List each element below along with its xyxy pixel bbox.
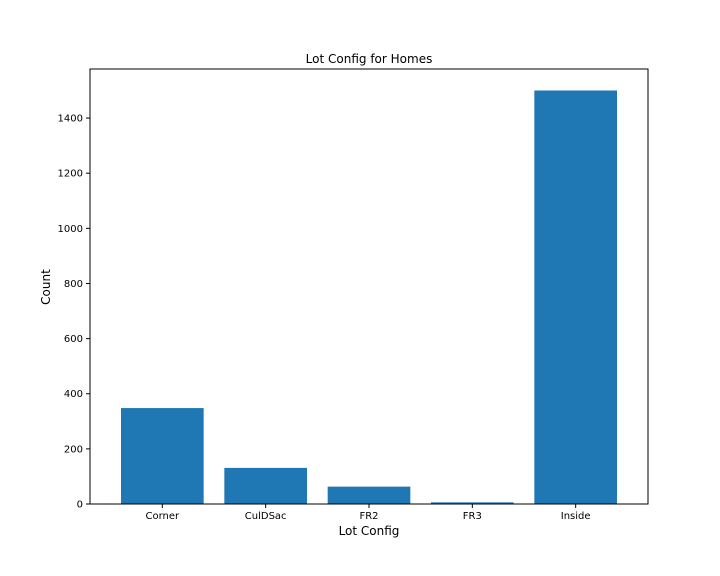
bar-culdsac	[224, 467, 307, 504]
x-axis: Corner CulDSac FR2 FR3 Inside	[146, 504, 591, 522]
x-tick-label-inside: Inside	[561, 511, 591, 522]
y-tick-label: 0	[77, 500, 83, 511]
bar-inside	[534, 90, 617, 505]
x-tick-label-fr3: FR3	[463, 511, 482, 522]
y-tick-label: 200	[64, 444, 83, 455]
y-axis-label: Count	[39, 269, 53, 305]
y-tick-label: 1400	[58, 114, 83, 125]
x-axis-label: Lot Config	[339, 524, 400, 538]
bar-fr2	[327, 486, 411, 504]
chart-title: Lot Config for Homes	[306, 52, 433, 66]
x-tick-label-fr2: FR2	[359, 511, 378, 522]
y-tick-label: 1200	[58, 169, 83, 180]
x-tick-label-culdsac: CulDSac	[245, 511, 287, 522]
bar-corner	[121, 408, 204, 504]
x-tick-label-corner: Corner	[146, 511, 181, 522]
bar-fr3	[431, 502, 514, 504]
y-tick-label: 600	[64, 334, 83, 345]
y-tick-label: 1000	[58, 224, 83, 235]
y-axis: 0 200 400 600 800 1000 1200 1400	[58, 114, 90, 511]
y-tick-label: 800	[64, 279, 83, 290]
bars-group	[121, 90, 617, 505]
y-tick-label: 400	[64, 389, 83, 400]
